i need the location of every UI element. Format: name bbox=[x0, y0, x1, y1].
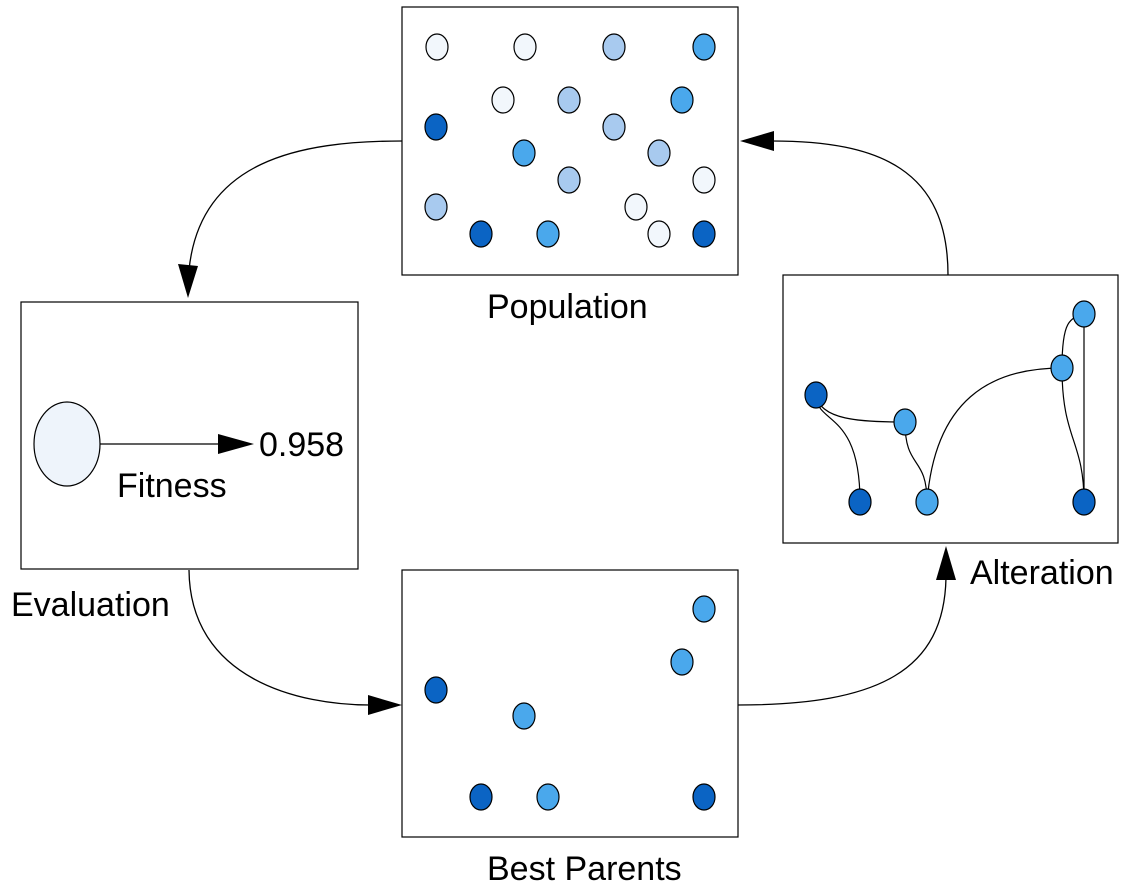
alteration-box bbox=[782, 274, 1119, 544]
individual bbox=[692, 220, 716, 248]
individual bbox=[647, 220, 671, 248]
individual bbox=[692, 166, 716, 194]
crossover-link bbox=[1061, 367, 1085, 503]
parent-individuals bbox=[424, 595, 716, 811]
individual bbox=[557, 86, 581, 114]
population-label: Population bbox=[487, 288, 648, 326]
individual bbox=[670, 86, 694, 114]
individual bbox=[602, 33, 626, 61]
arrow-population-to-evaluation bbox=[188, 140, 403, 271]
parent bbox=[424, 676, 448, 704]
individual bbox=[469, 220, 493, 248]
individual bbox=[513, 33, 537, 61]
offspring bbox=[1050, 354, 1074, 382]
arrowhead-population-to-evaluation bbox=[178, 264, 198, 298]
arrow-evaluation-to-best-parents bbox=[188, 569, 371, 706]
parent bbox=[670, 648, 694, 676]
alteration-individuals bbox=[804, 300, 1096, 516]
offspring bbox=[848, 488, 872, 516]
population-box bbox=[401, 6, 739, 276]
offspring bbox=[804, 381, 828, 409]
arrow-best-parents-to-alteration bbox=[737, 577, 947, 706]
individual bbox=[424, 113, 448, 141]
individual bbox=[557, 166, 581, 194]
parent bbox=[692, 783, 716, 811]
fitness-label: Fitness bbox=[117, 467, 227, 505]
offspring bbox=[1072, 300, 1096, 328]
fitness-arrow-head bbox=[218, 434, 254, 454]
offspring bbox=[915, 488, 939, 516]
best-parents-stage: Best Parents bbox=[401, 569, 739, 886]
best-parents-label: Best Parents bbox=[487, 850, 682, 886]
individual bbox=[692, 33, 716, 61]
best-parents-box bbox=[401, 569, 739, 838]
cycle-arrows bbox=[178, 131, 956, 715]
individual bbox=[512, 139, 536, 167]
arrow-alteration-to-population bbox=[771, 140, 949, 276]
alteration-label: Alteration bbox=[970, 554, 1114, 592]
crossover-link bbox=[926, 367, 1063, 503]
evaluated-individual bbox=[33, 401, 101, 487]
parent bbox=[692, 595, 716, 623]
parent bbox=[536, 783, 560, 811]
alteration-stage: Alteration bbox=[782, 274, 1119, 592]
offspring bbox=[1072, 488, 1096, 516]
parent bbox=[469, 783, 493, 811]
arrowhead-alteration-to-population bbox=[740, 131, 774, 151]
offspring bbox=[893, 408, 917, 436]
individual bbox=[647, 139, 671, 167]
individual bbox=[425, 33, 449, 61]
individual bbox=[491, 86, 515, 114]
arrowhead-evaluation-to-best-parents bbox=[368, 695, 402, 715]
individual bbox=[624, 193, 648, 221]
individual bbox=[536, 220, 560, 248]
population-individuals bbox=[424, 33, 716, 248]
fitness-value: 0.958 bbox=[259, 426, 344, 464]
arrowhead-best-parents-to-alteration bbox=[936, 546, 956, 580]
parent bbox=[512, 702, 536, 730]
population-stage: Population bbox=[401, 6, 739, 326]
individual bbox=[602, 113, 626, 141]
alteration-links bbox=[815, 313, 1086, 503]
evaluation-label: Evaluation bbox=[11, 586, 170, 624]
evaluation-stage: 0.958 Fitness Evaluation bbox=[11, 301, 359, 624]
individual bbox=[424, 193, 448, 221]
